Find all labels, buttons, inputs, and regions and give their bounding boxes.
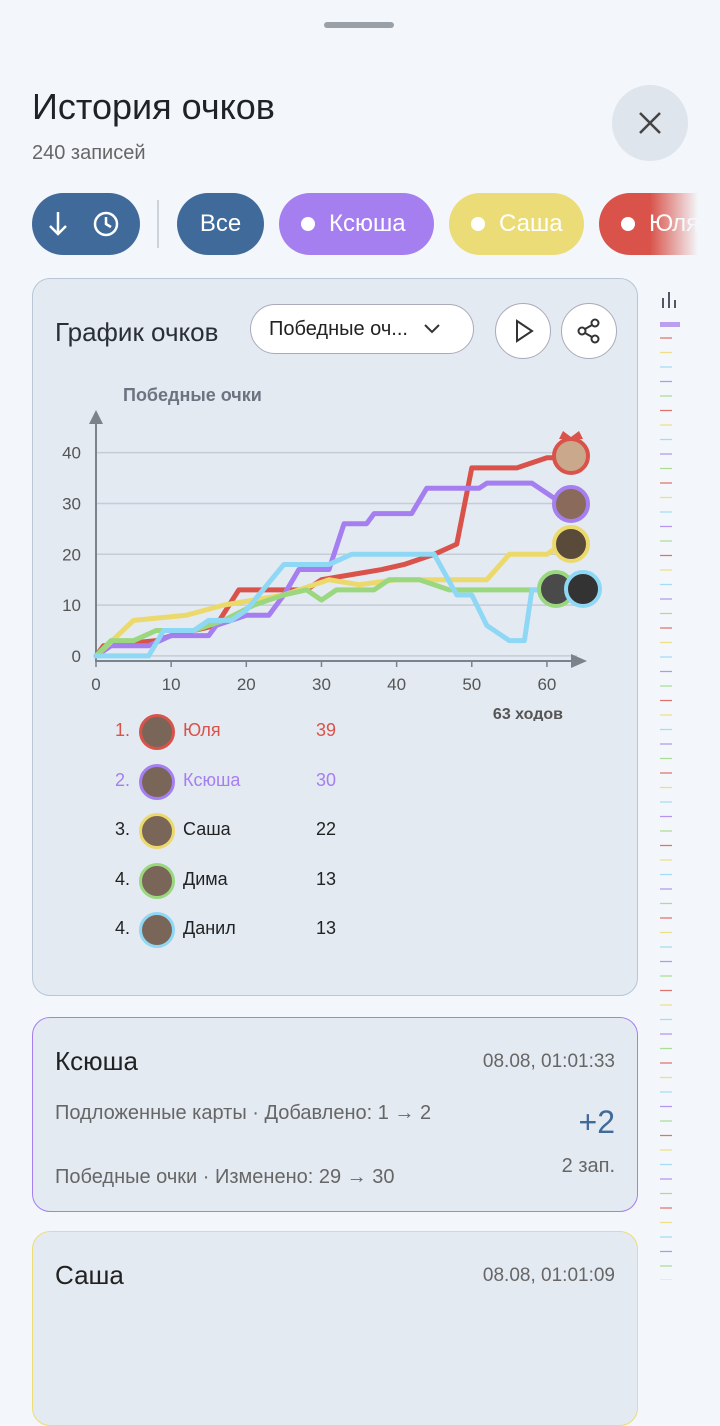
y-axis-title: Победные очки [123,385,262,405]
rank: 1. [115,720,131,740]
scroll-track [642,292,680,1282]
avatar [139,912,175,948]
rank: 4. [115,918,131,938]
chip-label: Ксюша [329,210,406,237]
axes [95,412,577,662]
x-tick-label: 40 [387,675,406,694]
filter-chip[interactable]: Все [177,193,264,255]
entry-name: Ксюша [55,1046,138,1076]
y-tick-label: 0 [72,647,81,666]
avatar [139,714,175,750]
player-score: 39 [316,720,337,740]
entry-card[interactable]: Ксюша 08.08, 01:01:33 Подложенные карты · … [32,1017,638,1212]
play-icon [516,319,534,343]
player-name: Юля [183,720,221,740]
sort-chip[interactable] [32,193,140,255]
series-line [93,541,565,659]
player-score: 13 [316,868,337,889]
play-button[interactable] [495,303,551,359]
x-tick-label: 20 [237,675,256,694]
dropdown-text: Победные оч... [269,317,408,340]
y-tick-label: 30 [62,494,81,513]
divider [157,200,159,248]
entry-time: 08.08, 01:01:09 [482,1265,615,1286]
entry-line: Победные очки · Изменено: 29 → 30 [55,1166,395,1188]
screen: История очков 240 записей Все Ксюша Саша Юл… [0,22,698,1426]
player-name: Саша [183,819,231,839]
rank: 4. [115,868,131,889]
chip-label: Все [199,210,242,237]
score-chart: Победные очки 63 ходов 0 10 20 30 40 0 10 20 30 40 5… [62,385,602,721]
y-tick-label: 10 [62,596,81,615]
fade [650,180,698,270]
plot-area: Победные очки 63 ходов 0 10 20 30 40 0 10 20 30 40 5… [62,385,587,721]
y-tick-label: 40 [62,444,81,463]
entry-time: 08.08, 01:01:33 [482,1051,615,1072]
player-score: 22 [316,819,337,839]
entry-name: Саша [55,1260,124,1290]
filter-chip[interactable]: Саша [449,193,584,255]
player-name: Дима [183,868,228,889]
chip-dot [301,217,315,231]
player-name: Ксюша [183,769,241,790]
series-line [93,480,565,659]
entry-delta: +2 [578,1104,615,1140]
sort-icon [49,211,119,237]
metric-dropdown[interactable]: Победные оч... [250,304,474,354]
share-icon [577,318,600,344]
subtitle: 240 записей [32,142,146,164]
rank: 2. [115,769,131,790]
x-axis-title: 63 ходов [493,706,563,721]
x-tick-label: 10 [162,675,181,694]
x-tick-label: 60 [537,675,556,694]
chart-card: График очков Победные оч... Победные очк… [32,278,638,996]
series-line [93,577,557,659]
player-score: 30 [316,769,337,790]
share-button[interactable] [561,303,617,359]
filter-chip[interactable]: Ксюша [279,193,434,255]
chip-dot [471,217,485,231]
y-tick-label: 20 [62,545,81,564]
rank: 3. [115,819,131,839]
drag-handle[interactable] [324,22,394,28]
chip-label: Саша [499,210,563,237]
player-score: 13 [316,918,337,938]
player-name: Данил [183,918,236,938]
avatar [139,862,175,899]
x-tick-label: 0 [91,675,100,694]
series-line [93,551,565,659]
filter-row: ВсеКсюшаСашаЮля [0,180,698,270]
entry-line: Подложенные карты · Добавлено: 1 → 2 [55,1102,432,1124]
entry-count: 2 зап. [561,1155,615,1177]
chip-dot [621,217,635,231]
x-tick-label: 50 [462,675,481,694]
scrollbar [642,290,680,1282]
close-button[interactable] [612,85,688,161]
chevron [424,324,440,334]
chart-card-title: График очков [55,317,219,347]
entry-card[interactable]: Саша 08.08, 01:01:09 [32,1231,638,1426]
avatar [139,763,175,800]
x-tick-label: 30 [312,675,331,694]
avatar [139,813,175,849]
title: История очков [32,86,275,127]
close-icon [639,112,661,134]
